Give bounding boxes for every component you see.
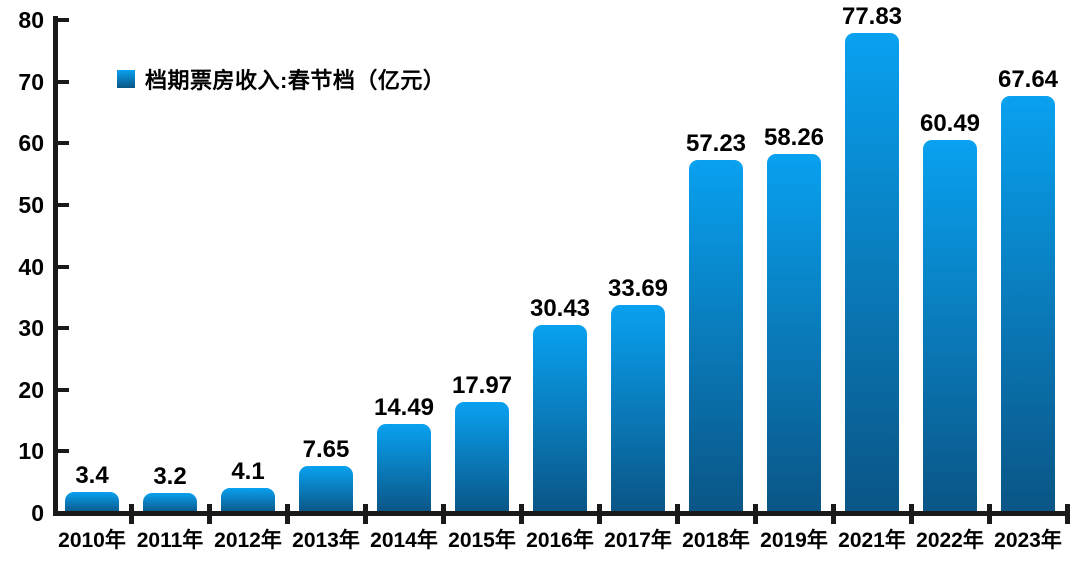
value-label: 4.1: [231, 457, 265, 485]
y-axis-label: 10: [18, 438, 44, 465]
bar-2018年: [689, 160, 743, 513]
legend: 档期票房收入:春节档（亿元）: [117, 63, 445, 95]
x-axis-label: 2017年: [604, 529, 672, 552]
y-axis-tick: [58, 18, 69, 22]
x-axis-tick: [440, 504, 446, 524]
bar-slot: 14.49: [365, 0, 443, 513]
bar-2013年: [299, 465, 353, 513]
bar-2016年: [533, 325, 587, 513]
x-axis-label: 2014年: [370, 529, 438, 552]
bar-2017年: [611, 305, 665, 513]
x-axis-label: 2023年: [994, 529, 1062, 552]
x-axis-tick: [128, 504, 134, 524]
value-label: 7.65: [302, 435, 350, 463]
bar-2019年: [767, 153, 821, 513]
x-axis-tick: [596, 504, 602, 524]
x-axis-tick: [1064, 504, 1070, 524]
bar-2021年: [845, 33, 899, 513]
y-axis-tick: [58, 326, 69, 331]
y-axis-tick: [58, 141, 69, 146]
bar-slot: 67.64: [989, 0, 1067, 513]
value-label: 77.83: [841, 3, 903, 31]
value-label: 67.64: [997, 66, 1059, 94]
bar-slot: 33.69: [599, 0, 677, 513]
y-axis-tick: [58, 387, 69, 392]
x-axis-label: 2018年: [682, 529, 750, 552]
x-axis-label: 2021年: [838, 529, 906, 552]
y-axis-label: 80: [18, 7, 44, 33]
bar-2012年: [221, 487, 275, 513]
bar-slot: 7.65: [287, 0, 365, 513]
bar-slot: 17.97: [443, 0, 521, 513]
legend-swatch-icon: [117, 70, 135, 88]
bar-slot: 30.43: [521, 0, 599, 513]
bar-slot: 3.2: [131, 0, 209, 513]
y-axis-label: 70: [18, 68, 44, 95]
value-label: 3.4: [75, 462, 109, 490]
bar-2014年: [377, 423, 431, 513]
bar-slot: 57.23: [677, 0, 755, 513]
bar-2015年: [455, 402, 509, 513]
x-axis-line: [53, 511, 1070, 516]
y-axis-label: 50: [18, 191, 44, 218]
x-axis-tick: [518, 504, 524, 524]
x-axis-tick: [752, 504, 758, 524]
bar-slot: 58.26: [755, 0, 833, 513]
value-label: 14.49: [373, 393, 435, 421]
value-label: 33.69: [607, 275, 669, 303]
x-axis-tick: [206, 504, 212, 524]
value-label: 30.43: [529, 295, 591, 323]
y-axis-line: [53, 16, 58, 516]
bar-slot: 3.4: [53, 0, 131, 513]
y-axis-label: 0: [31, 500, 44, 526]
bar-2011年: [143, 493, 197, 513]
y-axis-label: 20: [18, 376, 44, 403]
value-label: 17.97: [451, 372, 513, 400]
value-label: 58.26: [763, 123, 825, 151]
x-axis-label: 2022年: [916, 529, 984, 552]
y-axis-label: 60: [18, 130, 44, 157]
x-axis-label: 2011年: [136, 529, 204, 552]
x-axis-tick: [830, 504, 836, 524]
x-axis-tick: [908, 504, 914, 524]
x-axis-label: 2016年: [526, 529, 594, 552]
x-axis-label: 2010年: [58, 529, 126, 552]
bar-2022年: [923, 140, 977, 513]
bar-2010年: [65, 492, 119, 513]
bar-slot: 77.83: [833, 0, 911, 513]
x-axis-tick: [986, 504, 992, 524]
x-axis-tick: [674, 504, 680, 524]
y-axis-tick: [58, 264, 69, 269]
value-label: 3.2: [153, 463, 187, 491]
x-axis-tick: [284, 504, 290, 524]
x-axis-label: 2013年: [292, 529, 360, 552]
bar-slot: 4.1: [209, 0, 287, 513]
x-axis-tick: [362, 504, 368, 524]
legend-label: 档期票房收入:春节档（亿元）: [145, 68, 446, 93]
y-axis-tick: [58, 79, 69, 84]
bar-slot: 60.49: [911, 0, 989, 513]
y-axis-tick: [58, 202, 69, 207]
x-axis-label: 2019年: [760, 529, 828, 552]
x-axis-label: 2012年: [214, 529, 282, 552]
bar-2023年: [1001, 96, 1055, 513]
y-axis-label: 40: [18, 253, 44, 280]
value-label: 60.49: [919, 110, 981, 138]
y-axis-tick: [58, 449, 69, 454]
y-axis-label: 30: [18, 315, 44, 342]
value-label: 57.23: [685, 130, 747, 158]
x-axis-label: 2015年: [448, 529, 516, 552]
